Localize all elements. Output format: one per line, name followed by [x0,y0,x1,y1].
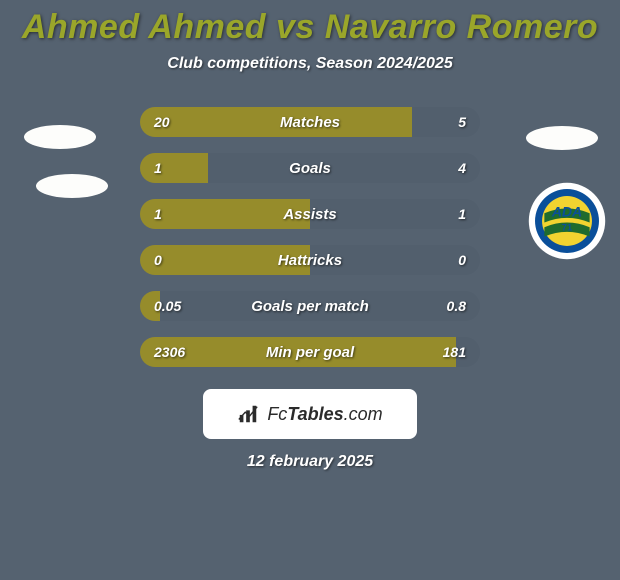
footer-brand: FcTables.com [203,389,417,439]
date-text: 12 february 2025 [247,453,373,471]
stat-bar: Assists11 [140,199,480,229]
stat-bar-right-seg [456,337,480,367]
footer-brand-prefix: Fc [267,404,287,424]
stat-bar-right-seg [310,245,480,275]
stat-bar: Goals per match0.050.8 [140,291,480,321]
footer-brand-bold: Tables [287,404,343,424]
stat-bar: Min per goal2306181 [140,337,480,367]
stat-bar-left-seg [140,153,208,183]
page-title: Ahmed Ahmed vs Navarro Romero [22,8,598,47]
page-subtitle: Club competitions, Season 2024/2025 [167,55,452,73]
stat-bar-right-seg [310,199,480,229]
stat-bar: Matches205 [140,107,480,137]
stats-container: Matches205 Goals14 Assists11 Hattricks00 Goa… [140,107,480,367]
stat-bar-right-seg [412,107,480,137]
chart-icon [237,403,259,425]
stat-bar: Hattricks00 [140,245,480,275]
stat-bar-left-seg [140,245,310,275]
stat-bar: Goals14 [140,153,480,183]
stat-bar-left-seg [140,199,310,229]
footer-brand-text: FcTables.com [267,404,382,425]
stat-bar-right-seg [160,291,480,321]
stat-bar-left-seg [140,107,412,137]
stat-bar-left-seg [140,291,160,321]
footer-brand-suffix: .com [344,404,383,424]
stat-bar-right-seg [208,153,480,183]
stat-bar-left-seg [140,337,456,367]
